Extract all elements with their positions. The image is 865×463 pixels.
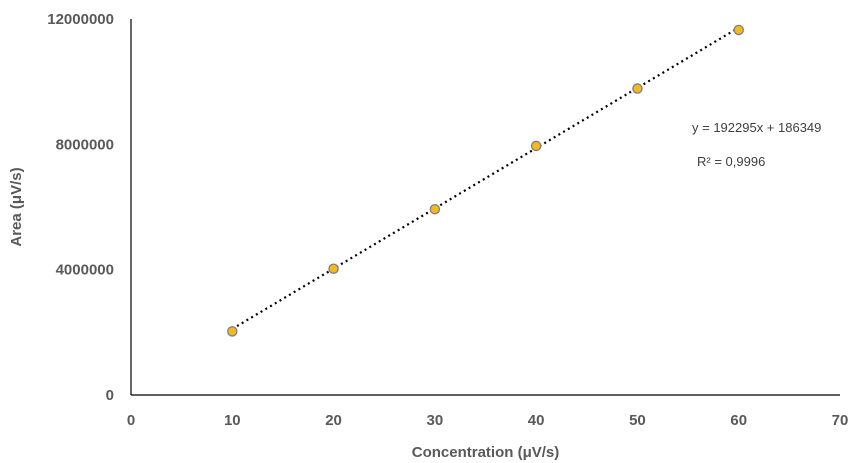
data-point: [429, 203, 441, 215]
data-points: [227, 24, 744, 337]
x-tick-labels: 0 10 20 30 40 50 60 70: [127, 412, 849, 429]
trendline: [231, 26, 740, 330]
axes: [130, 19, 840, 396]
x-tick-label: 40: [528, 412, 545, 429]
x-tick-label: 30: [427, 412, 444, 429]
y-tick-label: 12000000: [47, 11, 114, 28]
r-squared-label: R² = 0,9996: [697, 154, 765, 169]
trendline-equation: y = 192295x + 186349: [692, 120, 821, 135]
x-tick-label: 10: [224, 412, 241, 429]
x-axis-title: Concentration (μV/s): [412, 444, 560, 461]
x-tick-label: 0: [127, 412, 135, 429]
data-point: [530, 140, 542, 152]
y-tick-label: 4000000: [56, 262, 114, 279]
y-axis-title: Area (μV/s): [8, 167, 25, 246]
x-tick-label: 50: [629, 412, 646, 429]
y-tick-labels: 0 4000000 8000000 12000000: [47, 11, 114, 404]
data-point: [632, 83, 643, 94]
x-tick-label: 70: [832, 412, 849, 429]
y-tick-label: 0: [106, 387, 114, 404]
y-tick-label: 8000000: [56, 136, 114, 153]
data-point: [328, 263, 339, 274]
data-point: [733, 24, 744, 36]
x-tick-label: 20: [325, 412, 342, 429]
data-point: [227, 326, 238, 337]
x-tick-label: 60: [730, 412, 747, 429]
